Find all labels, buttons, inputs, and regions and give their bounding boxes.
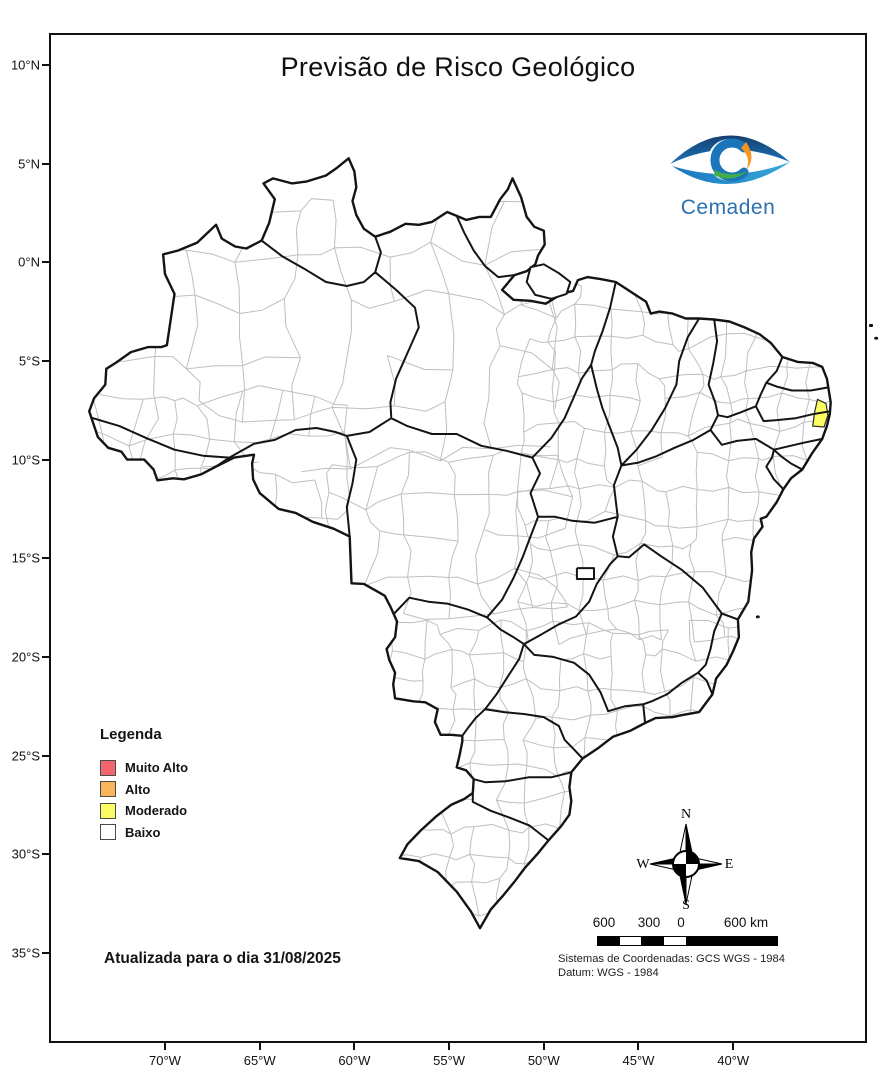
legend-swatch-2 <box>100 802 116 819</box>
lat-tick-15°S <box>42 557 49 560</box>
brazil-risk-map <box>88 157 879 930</box>
compass-s-label: S <box>682 898 690 910</box>
legend-label-0: Muito Alto <box>125 760 189 776</box>
legend-items: Muito Alto Alto Moderado Baixo <box>100 757 300 843</box>
brazil-country-fill <box>89 158 831 929</box>
lat-tick-20°S <box>42 655 49 658</box>
lon-label-55°W: 55°W <box>433 1053 466 1068</box>
lat-tick-25°S <box>42 754 49 757</box>
legend-swatch-1 <box>100 781 116 798</box>
compass-e-label: E <box>725 857 734 872</box>
lon-tick-55°W <box>448 1043 451 1050</box>
scale-segment-2 <box>642 937 664 945</box>
compass-rose: N E S W <box>636 807 734 910</box>
lon-tick-60°W <box>353 1043 356 1050</box>
lon-tick-50°W <box>542 1043 545 1050</box>
cemaden-eye-icon <box>670 135 790 185</box>
legend-heading: Legenda <box>100 726 162 743</box>
map-frame <box>49 33 867 1043</box>
islet-1 <box>755 615 760 619</box>
scale-segment-4 <box>687 937 777 945</box>
lat-tick-5°N <box>42 162 49 165</box>
lon-label-70°W: 70°W <box>149 1053 181 1068</box>
lat-tick-10°N <box>42 64 49 66</box>
lat-label-30°S: 30°S <box>11 846 40 862</box>
fernando-de-noronha-island <box>869 324 873 327</box>
lon-label-50°W: 50°W <box>527 1053 560 1068</box>
lat-tick-5°S <box>42 359 49 362</box>
lat-tick-35°S <box>42 951 49 954</box>
compass-hub-sw <box>673 864 686 877</box>
legend-item-baixo: Baixo <box>100 822 300 844</box>
lat-label-25°S: 25°S <box>11 748 40 764</box>
map-title: Previsão de Risco Geológico <box>280 52 636 82</box>
lat-label-0°N: 0°N <box>18 254 40 270</box>
lon-label-40°W: 40°W <box>717 1053 750 1068</box>
distrito-federal-box <box>575 567 595 580</box>
legend-label-1: Alto <box>125 781 151 797</box>
lon-label-65°W: 65°W <box>243 1053 276 1068</box>
lat-label-15°S: 15°S <box>11 550 40 566</box>
lat-label-5°N: 5°N <box>18 156 40 172</box>
lon-label-45°W: 45°W <box>622 1053 655 1068</box>
lat-label-5°S: 5°S <box>18 353 40 369</box>
legend-label-3: Baixo <box>125 824 161 840</box>
legend-item-alto: Alto <box>100 779 300 801</box>
eye-upper-lid <box>670 135 790 164</box>
coordinate-system-note: Sistemas de Coordenadas: GCS WGS - 1984 … <box>558 953 785 980</box>
update-date-note: Atualizada para o dia 31/08/2025 <box>104 950 341 967</box>
legend-swatch-0 <box>100 759 116 776</box>
state-borders <box>92 214 831 842</box>
legend-label-2: Moderado <box>125 803 188 819</box>
scale-label-600km: 600 km <box>723 915 769 930</box>
crs-line-1: Sistemas de Coordenadas: GCS WGS - 1984 <box>558 953 785 965</box>
scale-label-600-left: 600 <box>592 915 616 930</box>
lat-tick-10°S <box>42 458 49 461</box>
logo-orange-accent <box>741 142 752 170</box>
legend-item-muito-alto: Muito Alto <box>100 757 300 779</box>
lat-label-20°S: 20°S <box>11 649 40 665</box>
cemaden-logo: Cemaden <box>658 120 798 224</box>
lon-tick-65°W <box>258 1043 261 1050</box>
eye-lower-lid <box>672 162 790 185</box>
lat-tick-0°N <box>42 261 49 264</box>
legend-swatch-3 <box>100 824 116 841</box>
lat-tick-30°S <box>42 853 49 856</box>
scale-segment-0 <box>598 937 620 945</box>
scale-bar: 600 300 0 600 km <box>590 915 790 949</box>
marajo-island <box>525 263 572 300</box>
brazil-coastline <box>88 157 832 930</box>
compass-w-label: W <box>636 857 650 872</box>
cemaden-wordmark: Cemaden <box>680 196 776 219</box>
islet-0 <box>874 336 879 340</box>
lon-tick-70°W <box>163 1043 166 1050</box>
scale-label-300: 300 <box>637 915 661 930</box>
lon-tick-40°W <box>732 1043 735 1050</box>
legend-item-moderado: Moderado <box>100 800 300 822</box>
lat-label-35°S: 35°S <box>11 945 40 961</box>
lon-label-60°W: 60°W <box>338 1053 371 1068</box>
lon-tick-45°W <box>637 1043 640 1050</box>
lat-label-10°N: 10°N <box>10 57 40 73</box>
lat-label-10°S: 10°S <box>11 452 40 468</box>
logo-green-accent <box>714 170 748 179</box>
scale-bar-segments <box>597 936 778 946</box>
scale-segment-1 <box>620 937 642 945</box>
scale-segment-3 <box>664 937 687 945</box>
compass-n-label: N <box>681 807 691 822</box>
crs-line-2: Datum: WGS - 1984 <box>558 966 659 979</box>
compass-hub-ne <box>686 851 699 864</box>
scale-label-0: 0 <box>677 915 685 930</box>
legend: Legenda Muito Alto Alto Moderado Baixo <box>100 726 300 843</box>
